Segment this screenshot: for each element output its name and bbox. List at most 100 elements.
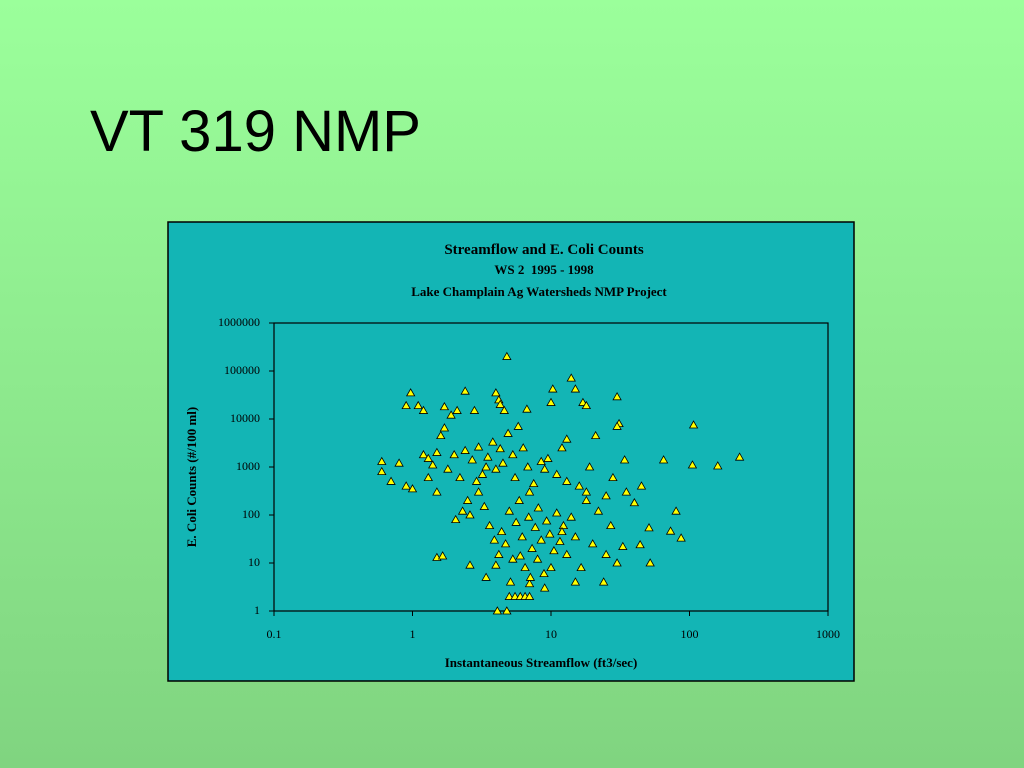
point (477, 469, 488, 478)
point (423, 472, 433, 482)
point (510, 472, 520, 482)
point (471, 476, 482, 485)
point (525, 572, 536, 581)
point (462, 495, 473, 504)
point (413, 400, 423, 410)
chart-title: Streamflow and E. Coli Counts (444, 242, 643, 258)
x-tick-label: 1 (410, 627, 416, 641)
point (606, 520, 616, 530)
y-tick-label: 1 (254, 603, 260, 617)
point (491, 388, 501, 397)
point (581, 400, 592, 410)
point (621, 487, 632, 496)
chart-subtitle: WS 2 1995 - 1998 (494, 262, 594, 277)
point (467, 455, 477, 464)
point (423, 453, 433, 462)
point (498, 458, 508, 467)
y-tick-label: 1000000 (218, 315, 260, 329)
point (437, 551, 448, 560)
point (546, 562, 556, 572)
point (524, 578, 535, 588)
point (612, 558, 622, 567)
point (449, 449, 459, 459)
point (439, 401, 450, 411)
y-tick-label: 100000 (224, 363, 260, 377)
point (450, 514, 461, 524)
point (588, 539, 598, 548)
point (491, 464, 501, 473)
point (518, 443, 528, 452)
point (432, 447, 442, 456)
point (401, 400, 411, 410)
point (676, 533, 686, 542)
point (557, 526, 567, 536)
y-tick-label: 1000 (236, 459, 260, 473)
point (465, 560, 475, 569)
point (503, 428, 513, 437)
point (428, 460, 438, 469)
point (524, 487, 535, 496)
point (530, 522, 540, 531)
point (598, 577, 609, 586)
point (439, 423, 450, 432)
point (665, 526, 676, 535)
x-tick-label: 100 (681, 627, 699, 641)
point (688, 420, 699, 429)
point (483, 452, 493, 461)
point (536, 456, 546, 465)
point (484, 520, 495, 530)
point (558, 520, 569, 530)
point (570, 532, 581, 541)
point (574, 481, 584, 490)
x-axis-label: Instantaneous Streamflow (ft3/sec) (445, 655, 638, 670)
y-axis-label: E. Coli Counts (#/100 ml) (184, 407, 199, 547)
point (549, 545, 559, 555)
point (495, 399, 505, 408)
point (545, 529, 555, 538)
point (481, 462, 491, 471)
point (555, 536, 565, 545)
slide-title: VT 319 NMP (90, 99, 421, 164)
point (514, 495, 524, 504)
point (612, 421, 622, 430)
point (601, 549, 611, 558)
point (407, 484, 418, 493)
point (562, 434, 572, 443)
point (612, 391, 622, 401)
chart-subtitle: Lake Champlain Ag Watersheds NMP Project (411, 284, 667, 299)
point (522, 404, 532, 413)
point (496, 526, 507, 536)
chart-frame (167, 221, 855, 682)
point (481, 572, 491, 581)
point (590, 430, 601, 440)
point (494, 549, 504, 558)
point (581, 487, 592, 496)
point (492, 606, 503, 615)
y-tick-label: 10 (248, 555, 260, 569)
x-tick-label: 10 (545, 627, 557, 641)
point (405, 388, 416, 397)
point (500, 539, 511, 548)
point (557, 443, 567, 452)
point (508, 554, 518, 563)
point (513, 421, 523, 430)
point (636, 481, 647, 490)
point (658, 455, 669, 464)
point (532, 554, 543, 563)
point (566, 373, 576, 382)
point (671, 506, 681, 515)
point (377, 456, 387, 465)
point (401, 481, 411, 490)
point (504, 591, 514, 600)
point (570, 384, 581, 393)
point (502, 351, 512, 360)
point (489, 535, 500, 544)
x-tick-label: 0.1 (267, 627, 282, 641)
point (566, 512, 576, 521)
point (539, 583, 550, 592)
point (443, 464, 453, 473)
point (495, 443, 505, 453)
point (546, 397, 556, 406)
point (527, 543, 537, 552)
